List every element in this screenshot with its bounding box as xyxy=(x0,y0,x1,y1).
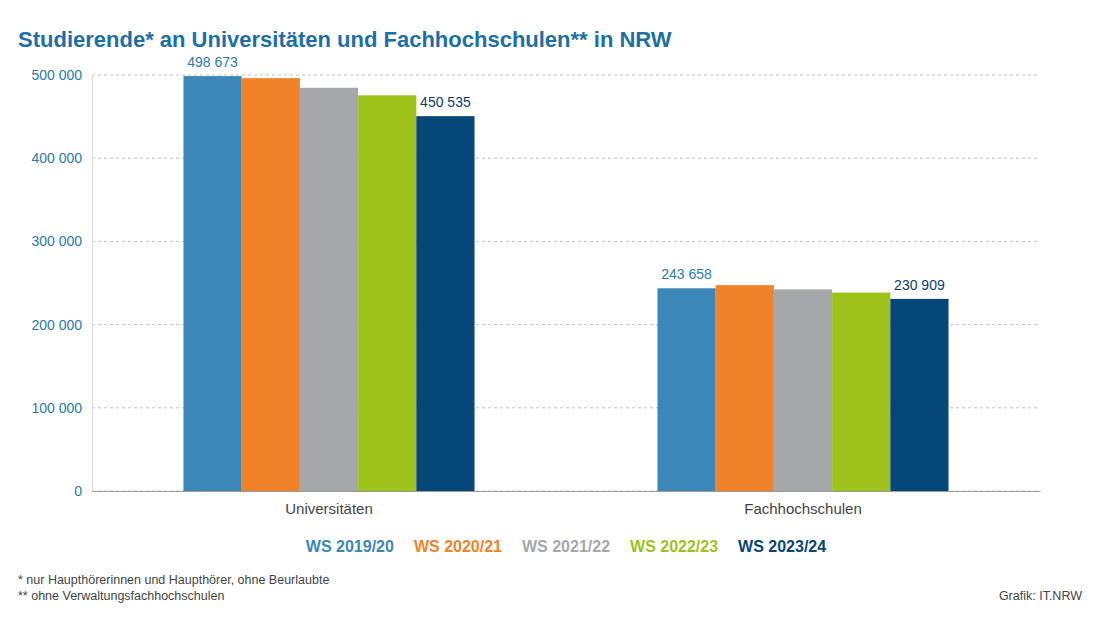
x-tick: Universitäten xyxy=(285,491,373,517)
x-axis: Universitäten Fachhochschulen xyxy=(93,491,1041,517)
annotation: ** ohne Verwaltungsfachhochschulen xyxy=(18,589,224,603)
grid xyxy=(92,75,1040,491)
bar xyxy=(774,289,832,491)
bar xyxy=(657,288,715,491)
y-axis: 0 100 000 200 000 300 000 400 000 500 000 xyxy=(31,67,92,499)
y-tick: 300 000 xyxy=(31,233,92,249)
y-tick: 400 000 xyxy=(31,150,92,166)
chart: Studierende* an Universitäten und Fachho… xyxy=(0,0,1100,619)
data-label: 243 658 xyxy=(661,266,712,282)
bar xyxy=(890,299,948,491)
legend-entry: WS 2021/22 xyxy=(522,538,610,555)
data-label: 498 673 xyxy=(187,54,238,70)
y-tick: 200 000 xyxy=(31,317,92,333)
y-tick-label: 200 000 xyxy=(31,317,82,333)
y-tick: 500 000 xyxy=(31,67,92,83)
y-tick: 0 xyxy=(74,483,92,499)
bars xyxy=(183,76,948,491)
y-tick-label: 100 000 xyxy=(31,400,82,416)
y-tick-label: 500 000 xyxy=(31,67,82,83)
plot: 0 100 000 200 000 300 000 400 000 500 000 498 … xyxy=(31,54,1040,517)
bar xyxy=(300,88,358,491)
y-tick-label: 300 000 xyxy=(31,233,82,249)
y-tick-label: 0 xyxy=(74,483,82,499)
bar xyxy=(416,116,474,491)
legend-entry: WS 2023/24 xyxy=(738,538,826,555)
x-axis-line xyxy=(93,491,1041,492)
bar xyxy=(716,285,774,491)
x-tick-label: Universitäten xyxy=(285,500,373,517)
bar xyxy=(832,293,890,491)
x-tick: Fachhochschulen xyxy=(744,491,862,517)
y-axis-line xyxy=(92,76,93,492)
bar xyxy=(358,95,416,491)
source: Grafik: IT.NRW xyxy=(999,589,1082,603)
legend-entry: WS 2022/23 xyxy=(630,538,718,555)
y-tick-label: 400 000 xyxy=(31,150,82,166)
data-labels: 498 673 243 658 450 535 230 909 xyxy=(187,54,945,293)
legend: WS 2019/20 WS 2020/21 WS 2021/22 WS 2022/23… xyxy=(306,538,826,555)
x-tick-label: Fachhochschulen xyxy=(744,500,862,517)
data-label: 450 535 xyxy=(420,94,471,110)
grid-line xyxy=(92,75,1040,76)
annotation: * nur Haupthörerinnen und Haupthörer, oh… xyxy=(18,573,329,587)
y-tick: 100 000 xyxy=(31,400,92,416)
bar xyxy=(242,78,300,491)
data-label: 230 909 xyxy=(894,277,945,293)
legend-entry: WS 2020/21 xyxy=(414,538,502,555)
bar xyxy=(183,76,241,491)
title: Studierende* an Universitäten und Fachho… xyxy=(18,27,672,52)
legend-entry: WS 2019/20 xyxy=(306,538,394,555)
